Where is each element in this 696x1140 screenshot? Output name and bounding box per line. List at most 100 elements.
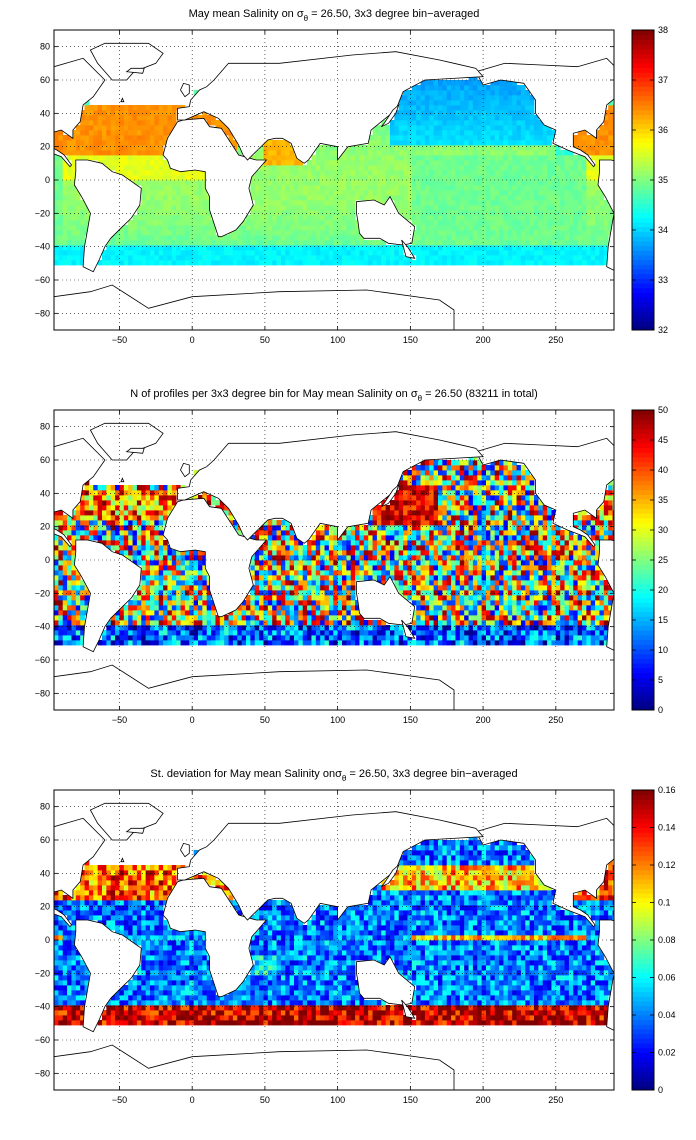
heatmap-cell [71, 570, 77, 576]
heatmap-cell [398, 160, 404, 166]
heatmap-cell [145, 525, 151, 531]
heatmap-cell [123, 620, 129, 626]
heatmap-cell [167, 490, 173, 496]
heatmap-cell [54, 210, 59, 216]
heatmap-cell [285, 155, 291, 161]
heatmap-cell [123, 490, 129, 496]
heatmap-cell [481, 95, 487, 101]
heatmap-cell [451, 200, 456, 206]
heatmap-cell [464, 95, 469, 101]
heatmap-cell [80, 635, 85, 641]
heatmap-cell [455, 185, 461, 191]
heatmap-cell [342, 150, 347, 156]
heatmap-cell [499, 140, 504, 146]
heatmap-cell [359, 535, 365, 541]
salinity-chart: May mean Salinity on σθ = 26.50, 3x3 deg… [35, 8, 668, 345]
heatmap-cell [446, 250, 452, 256]
heatmap-cell [254, 605, 260, 611]
heatmap-cell [407, 125, 413, 131]
heatmap-cell [315, 175, 321, 181]
heatmap-cell [267, 625, 273, 631]
heatmap-cell [285, 235, 291, 241]
heatmap-cell [368, 165, 373, 171]
heatmap-cell [163, 550, 168, 556]
heatmap-cell [276, 530, 282, 536]
heatmap-cell [154, 520, 160, 526]
heatmap-cell [359, 620, 365, 626]
heatmap-cell [123, 120, 129, 126]
heatmap-cell [429, 155, 435, 161]
heatmap-cell [416, 100, 421, 106]
heatmap-cell [184, 635, 190, 641]
heatmap-cell [337, 185, 343, 191]
heatmap-cell [547, 250, 552, 256]
heatmap-cell [534, 235, 539, 241]
heatmap-cell [472, 160, 478, 166]
heatmap-cell [189, 185, 195, 191]
heatmap-cell [376, 535, 382, 541]
heatmap-cell [307, 220, 312, 226]
heatmap-cell [577, 165, 583, 171]
heatmap-cell [80, 140, 85, 146]
heatmap-cell [403, 145, 408, 151]
heatmap-cell [372, 250, 378, 256]
heatmap-cell [573, 250, 579, 256]
heatmap-cell [390, 260, 395, 266]
heatmap-cell [167, 640, 173, 646]
heatmap-cell [302, 615, 308, 621]
heatmap-cell [58, 190, 64, 196]
heatmap-cell [494, 80, 500, 86]
heatmap-cell [499, 85, 504, 91]
heatmap-cell [446, 140, 452, 146]
heatmap-cell [516, 115, 522, 121]
heatmap-cell [285, 540, 291, 546]
heatmap-cell [407, 155, 413, 161]
heatmap-cell [315, 600, 321, 606]
heatmap-cell [586, 210, 592, 216]
heatmap-cell [180, 605, 186, 611]
heatmap-cell [507, 145, 513, 151]
heatmap-cell [525, 240, 531, 246]
heatmap-cell [520, 100, 526, 106]
heatmap-cell [280, 255, 286, 261]
heatmap-cell [494, 215, 500, 221]
heatmap-cell [416, 235, 421, 241]
heatmap-cell [372, 125, 378, 131]
heatmap-cell [468, 100, 474, 106]
heatmap-cell [119, 485, 125, 491]
heatmap-cell [259, 580, 264, 586]
colorbar-segment [632, 128, 654, 134]
heatmap-cell [568, 210, 574, 216]
heatmap-cell [520, 110, 526, 116]
heatmap-cell [67, 635, 72, 641]
heatmap-cell [88, 500, 94, 506]
heatmap-cell [438, 195, 443, 201]
heatmap-cell [298, 200, 304, 206]
heatmap-cell [202, 230, 208, 236]
heatmap-cell [534, 150, 539, 156]
colorbar-segment [632, 114, 654, 120]
heatmap-cell [355, 565, 360, 571]
heatmap-cell [289, 620, 295, 626]
heatmap-cell [577, 185, 583, 191]
heatmap-cell [97, 530, 103, 536]
heatmap-cell [494, 155, 500, 161]
heatmap-cell [342, 560, 347, 566]
heatmap-cell [586, 160, 592, 166]
heatmap-cell [416, 190, 421, 196]
heatmap-cell [324, 145, 330, 151]
heatmap-cell [154, 185, 160, 191]
heatmap-cell [272, 160, 277, 166]
heatmap-cell [328, 180, 334, 186]
heatmap-cell [394, 160, 400, 166]
heatmap-cell [189, 570, 195, 576]
heatmap-cell [145, 540, 151, 546]
heatmap-cell [272, 230, 277, 236]
coastline [54, 284, 455, 330]
heatmap-cell [119, 540, 125, 546]
heatmap-cell [58, 185, 64, 191]
heatmap-cell [193, 210, 199, 216]
heatmap-cell [350, 260, 356, 266]
heatmap-cell [267, 580, 273, 586]
colorbar-segment [632, 325, 654, 331]
